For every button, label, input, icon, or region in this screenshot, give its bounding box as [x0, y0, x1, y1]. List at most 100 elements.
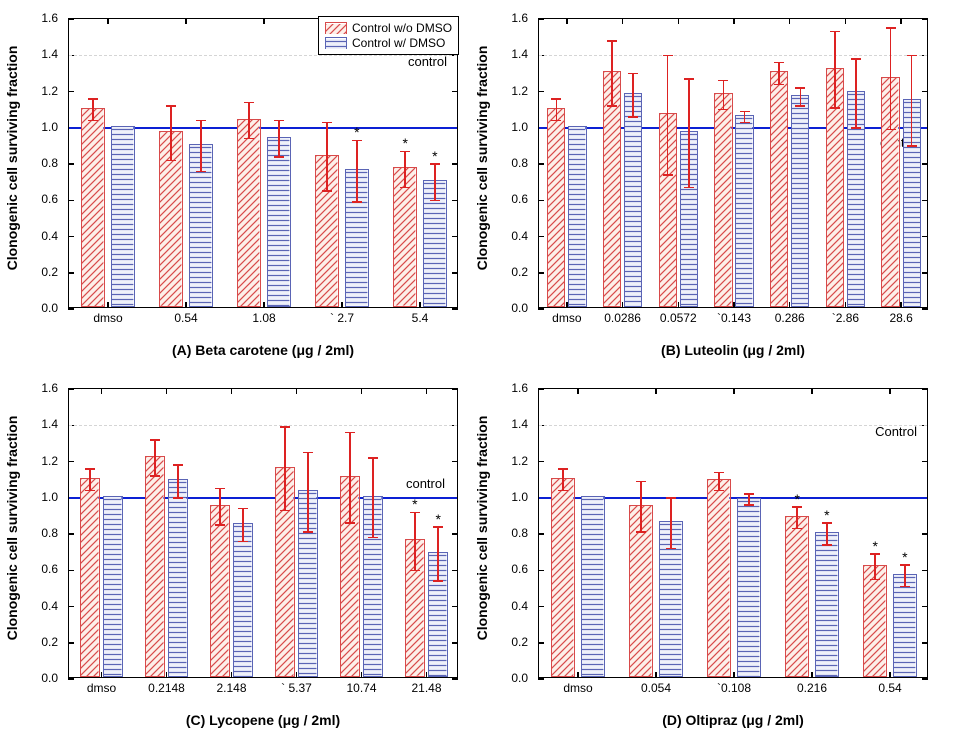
significance-star: * — [435, 511, 440, 527]
xtick-label: `0.143 — [717, 311, 751, 325]
xtick-mark — [101, 672, 103, 678]
xtick-mark — [263, 302, 265, 308]
error-cap — [774, 62, 784, 64]
error-bar — [911, 55, 913, 146]
xtick-mark — [733, 18, 735, 24]
bar-w-DMSO — [267, 137, 290, 307]
error-bar — [562, 469, 564, 491]
bar-w-o-DMSO — [551, 478, 574, 677]
figure-root: Control w/o DMSOControl w/ DMSOClonogeni… — [8, 8, 948, 734]
error-bar — [796, 507, 798, 529]
error-bar — [89, 469, 91, 491]
error-cap — [851, 127, 861, 129]
error-bar — [278, 121, 280, 157]
bar-w-o-DMSO — [237, 119, 260, 308]
error-cap — [663, 55, 673, 57]
ytick-mark — [68, 308, 74, 310]
error-cap — [628, 73, 638, 75]
ytick-label: 0.4 — [8, 599, 58, 613]
error-cap — [368, 457, 378, 459]
bar-w-DMSO — [111, 126, 134, 307]
ytick-mark — [68, 461, 74, 463]
error-cap — [88, 120, 98, 122]
error-cap — [368, 537, 378, 539]
significance-star: * — [432, 148, 437, 164]
error-cap — [636, 531, 646, 533]
error-cap — [166, 105, 176, 107]
error-cap — [551, 120, 561, 122]
ytick-label: 1.6 — [478, 381, 528, 395]
xtick-label: 0.54 — [878, 681, 901, 695]
ytick-label: 1.0 — [478, 120, 528, 134]
xtick-mark — [622, 18, 624, 24]
error-bar — [404, 151, 406, 187]
error-cap — [215, 488, 225, 490]
xtick-mark — [566, 18, 568, 24]
ytick-mark — [538, 272, 544, 274]
error-cap — [322, 122, 332, 124]
bar-w-o-DMSO — [210, 505, 230, 677]
ytick-label: 1.6 — [8, 11, 58, 25]
x-axis-label: (C) Lycopene (μg / 2ml) — [68, 712, 458, 728]
xtick-label: 0.2148 — [148, 681, 185, 695]
significance-star: * — [412, 496, 417, 512]
error-bar — [670, 498, 672, 549]
bar-w-DMSO — [233, 523, 253, 677]
ytick-label: 0.4 — [8, 229, 58, 243]
xtick-label: 10.74 — [346, 681, 376, 695]
error-cap — [795, 87, 805, 89]
xtick-mark — [231, 388, 233, 394]
xtick-mark — [900, 18, 902, 24]
xtick-label: 1.08 — [252, 311, 275, 325]
ytick-mark — [922, 272, 928, 274]
xtick-mark — [889, 388, 891, 394]
bar-w-DMSO — [791, 95, 809, 307]
ytick-mark — [68, 678, 74, 680]
error-bar — [356, 140, 358, 202]
ytick-mark — [452, 642, 458, 644]
ytick-mark — [922, 570, 928, 572]
error-cap — [400, 187, 410, 189]
xtick-mark — [107, 302, 109, 308]
bar-w-DMSO — [581, 496, 604, 677]
control-text: control — [406, 476, 445, 491]
ytick-label: 1.2 — [478, 84, 528, 98]
xtick-mark — [811, 672, 813, 678]
error-bar — [890, 28, 892, 130]
ytick-mark — [538, 18, 544, 20]
xtick-label: `2.86 — [832, 311, 859, 325]
error-bar — [826, 523, 828, 545]
panel-C: Clonogenic cell surviving fractioncontro… — [8, 378, 468, 728]
ytick-label: 0.4 — [478, 229, 528, 243]
error-bar — [92, 99, 94, 121]
ytick-label: 0.0 — [8, 671, 58, 685]
xtick-mark — [655, 672, 657, 678]
error-cap — [85, 468, 95, 470]
error-cap — [714, 490, 724, 492]
ytick-mark — [922, 163, 928, 165]
grid-minor — [69, 55, 457, 56]
bar-w-o-DMSO — [393, 167, 416, 307]
error-cap — [740, 111, 750, 113]
error-bar — [242, 509, 244, 542]
error-cap — [744, 493, 754, 495]
ytick-mark — [922, 533, 928, 535]
xtick-mark — [341, 302, 343, 308]
bar-w-o-DMSO — [707, 479, 730, 677]
error-cap — [718, 80, 728, 82]
error-cap — [303, 531, 313, 533]
xtick-label: dmso — [563, 681, 592, 695]
ytick-mark — [922, 461, 928, 463]
error-cap — [900, 586, 910, 588]
error-cap — [666, 497, 676, 499]
panel-D: Clonogenic cell surviving fractionContro… — [478, 378, 938, 728]
ytick-mark — [538, 461, 544, 463]
error-bar — [372, 458, 374, 538]
error-cap — [714, 472, 724, 474]
ytick-mark — [538, 200, 544, 202]
error-bar — [219, 489, 221, 525]
bar-w-o-DMSO — [81, 108, 104, 307]
error-cap — [666, 548, 676, 550]
ytick-label: 1.2 — [478, 454, 528, 468]
error-cap — [173, 497, 183, 499]
